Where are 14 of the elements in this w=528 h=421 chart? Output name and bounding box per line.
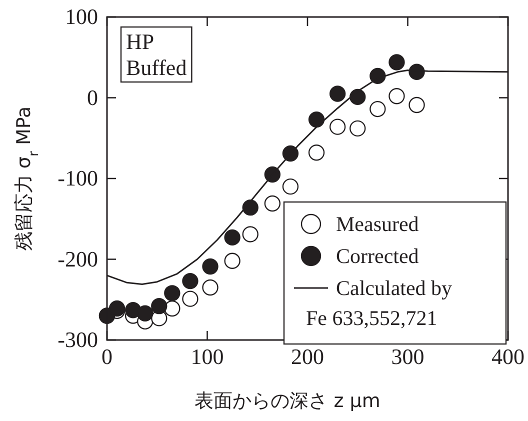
legend-label: Calculated by Fe 633,552,721 — [306, 276, 453, 330]
y-tick-label: 100 — [65, 4, 98, 29]
legend-label: Measured — [336, 212, 420, 236]
y-tick-label: -300 — [58, 327, 98, 352]
x-tick-label: 200 — [291, 344, 324, 369]
x-tick-label: 100 — [190, 344, 224, 369]
x-axis-title: 表面からの深さ z μm — [194, 390, 380, 412]
y-tick-label: 0 — [87, 84, 98, 110]
x-tick-label: 400 — [492, 344, 524, 369]
y-tick-label: -200 — [58, 246, 98, 272]
y-tick-label: -100 — [58, 166, 98, 190]
annotation: HP Buffed — [126, 29, 187, 80]
x-tick-label: 300 — [391, 344, 424, 369]
legend-label: Corrected — [336, 244, 420, 268]
